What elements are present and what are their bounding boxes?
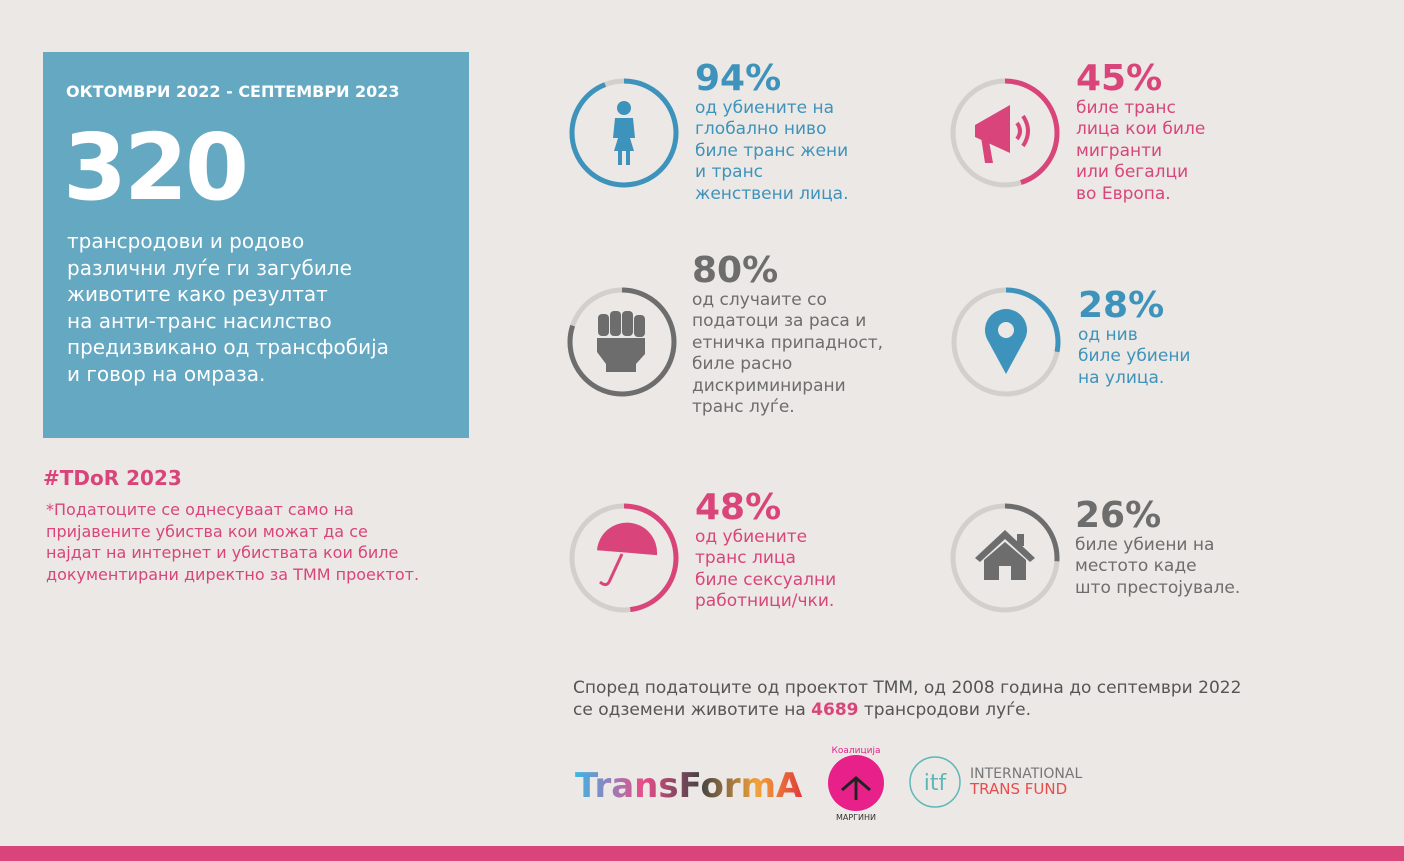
summary-box: ОКТОМВРИ 2022 - СЕПТЕМВРИ 2023 320 транс… xyxy=(43,52,469,438)
koalicija-bottom: МАРГИНИ xyxy=(836,813,876,822)
umbrella-icon xyxy=(597,522,658,587)
stat-text: биле транс лица кои биле мигранти или бегал… xyxy=(1076,98,1205,205)
description: трансродови и родово различни луѓе ги заг… xyxy=(67,228,389,387)
stat-percent: 45% xyxy=(1076,58,1163,99)
text-line: биле убиени xyxy=(1078,346,1191,367)
text-line: женствени лица. xyxy=(695,183,849,204)
text-line: биле убиени на xyxy=(1075,535,1215,555)
text-line: документирани директно за ТММ проектот. xyxy=(46,564,420,584)
transforma-logo: TransFormA xyxy=(575,766,803,806)
text-line: биле транс жени xyxy=(695,140,849,161)
text-line: или бегалци xyxy=(1076,162,1189,183)
footer-text: се одземени животите на xyxy=(573,699,806,720)
ring-arc xyxy=(951,287,1061,397)
footer-line: Според податоците од проектот ТММ, од 20… xyxy=(573,678,1242,698)
text-line: дискриминирани xyxy=(692,375,846,396)
footer-text: трансродови луѓе. xyxy=(863,699,1032,720)
text-line: од случаите со xyxy=(692,290,827,310)
footer-text: Според податоците од проектот ТММ, од 20… xyxy=(573,678,1241,721)
stat-percent: 94% xyxy=(695,58,782,99)
text-line: на улица. xyxy=(1078,367,1165,388)
koalicija-symbol xyxy=(841,776,871,800)
footer-line: се одземени животите на 4689 трансродови… xyxy=(573,700,1241,722)
footer-highlight: 4689 xyxy=(811,699,859,720)
text-line: биле расно xyxy=(692,354,793,375)
text-line: податоци за раса и xyxy=(692,311,867,332)
stat-percent: 48% xyxy=(695,487,782,528)
text-line: биле сексуални xyxy=(695,569,837,590)
ring-arc xyxy=(950,503,1060,613)
stat-text: од убиените на глобално ниво биле транс же… xyxy=(695,98,849,205)
period: ОКТОМВРИ 2022 - СЕПТЕМВРИ 2023 xyxy=(66,82,400,101)
footnote: *Податоците се однесуваат само на пријаве… xyxy=(46,499,419,585)
itf-line1: INTERNATIONAL xyxy=(970,766,1082,782)
text-line: етничка припадност, xyxy=(692,332,884,353)
text-line: транс лица xyxy=(695,548,796,569)
fist-icon xyxy=(597,311,645,372)
text-line: во Европа. xyxy=(1076,183,1171,204)
text-line: од убиените на xyxy=(695,98,835,118)
big-number: 320 xyxy=(63,114,249,221)
itf-line2: TRANS FUND xyxy=(969,780,1067,798)
stat-text: биле убиени на местото каде што престојува… xyxy=(1075,535,1240,599)
ring-arc xyxy=(569,503,679,613)
text-line: што престојувале. xyxy=(1075,577,1241,598)
koalicija-top: Коалиција xyxy=(831,746,880,756)
itf-mark: itf xyxy=(924,771,948,796)
stat-text: од нив биле убиени на улица. xyxy=(1078,325,1190,389)
stat-percent: 26% xyxy=(1075,495,1162,536)
text-line: предизвикано од трансфобија xyxy=(67,335,389,359)
pin-icon xyxy=(985,309,1027,374)
ring-arc xyxy=(950,78,1060,188)
megaphone-icon xyxy=(975,105,1030,163)
hashtag: #TDoR 2023 xyxy=(43,466,182,490)
bottom-bar xyxy=(0,846,1404,861)
text-line: работници/чки. xyxy=(695,591,835,612)
text-line: од убиените xyxy=(695,527,808,547)
text-line: пријавените убиства кои можат да се xyxy=(46,521,368,541)
house-icon xyxy=(975,530,1035,580)
text-line: на анти-транс насилство xyxy=(67,308,332,333)
stat-text: од случаите со податоци за раса и етничка … xyxy=(692,290,883,418)
text-line: трансродови и родово xyxy=(67,229,305,253)
itf-circle xyxy=(909,756,961,808)
text-line: од нив xyxy=(1078,325,1138,345)
text-line: *Податоците се однесуваат само на xyxy=(46,500,354,519)
text-line: и транс xyxy=(695,162,764,183)
stat-percent: 80% xyxy=(692,250,779,291)
stat-percent: 28% xyxy=(1078,285,1165,326)
woman-icon xyxy=(613,101,635,165)
text-line: различни луѓе ги загубиле xyxy=(67,255,352,280)
text-line: местото каде xyxy=(1075,556,1197,577)
text-line: животите како резултат xyxy=(67,282,328,306)
text-line: транс луѓе. xyxy=(692,397,795,418)
ring-arc xyxy=(569,78,679,188)
text-line: и говор на омраза. xyxy=(67,361,266,386)
text-line: глобално ниво xyxy=(695,119,827,140)
text-line: биле транс xyxy=(1076,98,1176,118)
text-line: најдат на интернет и убиствата кои биле xyxy=(46,543,399,562)
text-line: лица кои биле xyxy=(1076,119,1206,140)
ring-arc xyxy=(567,287,677,397)
stat-text: од убиените транс лица биле сексуални работ… xyxy=(695,527,836,613)
text-line: мигранти xyxy=(1076,140,1163,161)
